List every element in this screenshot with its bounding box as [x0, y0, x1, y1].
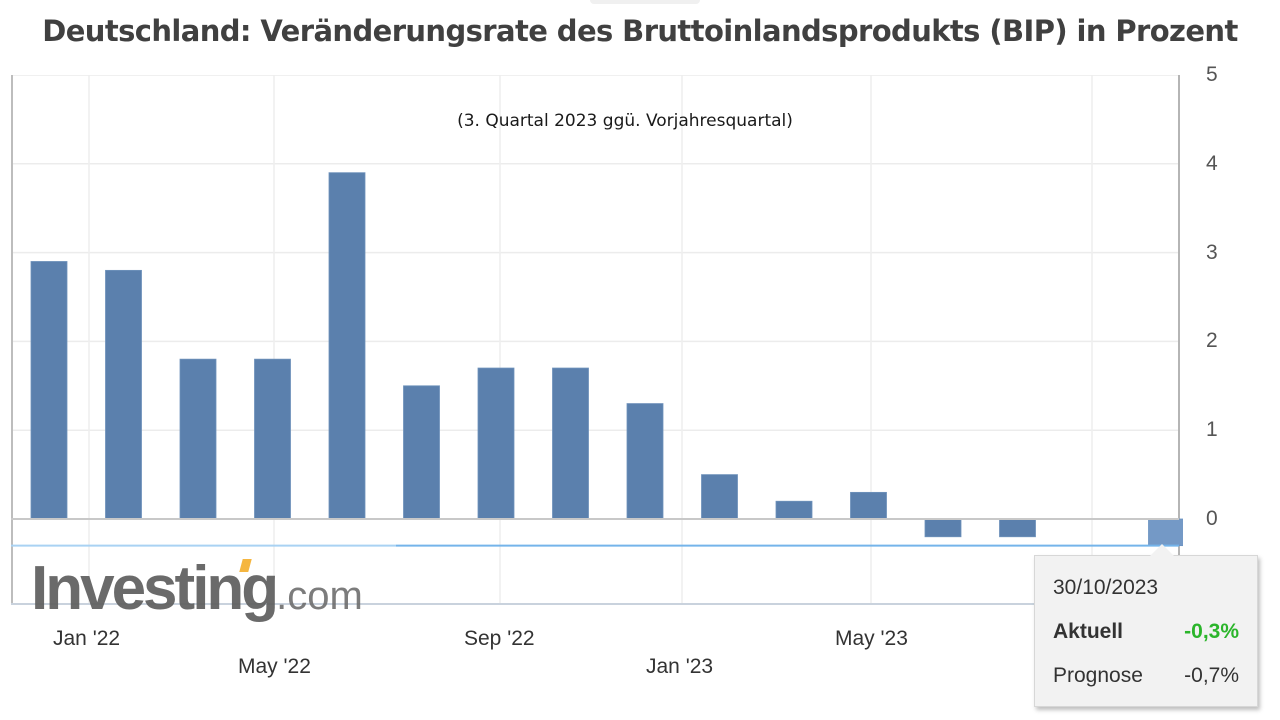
bar	[254, 358, 291, 520]
data-point-tooltip: 30/10/2023 Aktuell -0,3% Prognose -0,7%	[1034, 544, 1258, 707]
tooltip-actual-label: Aktuell	[1053, 620, 1124, 643]
chart-title: Deutschland: Veränderungsrate des Brutto…	[42, 14, 1238, 48]
y-tick-label: 4	[1206, 151, 1218, 175]
investing-logo-watermark: Investing.com	[31, 553, 363, 623]
tooltip-date: 30/10/2023	[1053, 576, 1159, 599]
x-tick-label: May '22	[238, 655, 311, 678]
bar-chart-canvas	[11, 75, 1183, 605]
x-tick-label: Jan '23	[646, 655, 714, 678]
y-tick-label: 1	[1206, 418, 1218, 442]
bar	[403, 385, 440, 520]
tooltip-forecast-value: -0,7%	[1184, 664, 1239, 687]
bar	[477, 367, 515, 520]
bar	[552, 367, 589, 520]
tooltip-forecast-label: Prognose	[1053, 664, 1143, 687]
logo-brand-text: Investing	[31, 554, 279, 623]
bar	[850, 491, 887, 520]
bar	[179, 358, 217, 520]
y-tick-label: 3	[1206, 240, 1218, 264]
y-tick-label: 5	[1206, 63, 1218, 86]
bar-highlighted	[1148, 518, 1183, 547]
bar	[775, 500, 813, 520]
x-tick-label: Sep '22	[464, 627, 535, 650]
bar	[328, 172, 366, 520]
tooltip-caret-icon	[1150, 544, 1174, 556]
x-tick-label: Jan '22	[53, 627, 121, 650]
logo-tld-text: .com	[276, 574, 363, 618]
bar	[924, 518, 962, 538]
bar	[701, 474, 738, 520]
x-tick-label: May '23	[835, 627, 908, 650]
bar	[999, 518, 1036, 538]
y-tick-label: 0	[1206, 507, 1218, 530]
bar	[30, 261, 68, 520]
plot-area	[11, 75, 1183, 605]
chart-subtitle: (3. Quartal 2023 ggü. Vorjahresquartal)	[457, 111, 793, 131]
y-tick-label: 2	[1206, 329, 1218, 353]
bar	[105, 269, 142, 520]
bar	[626, 403, 664, 520]
tooltip-actual-value: -0,3%	[1184, 620, 1239, 643]
top-tab-handle	[590, 0, 700, 4]
